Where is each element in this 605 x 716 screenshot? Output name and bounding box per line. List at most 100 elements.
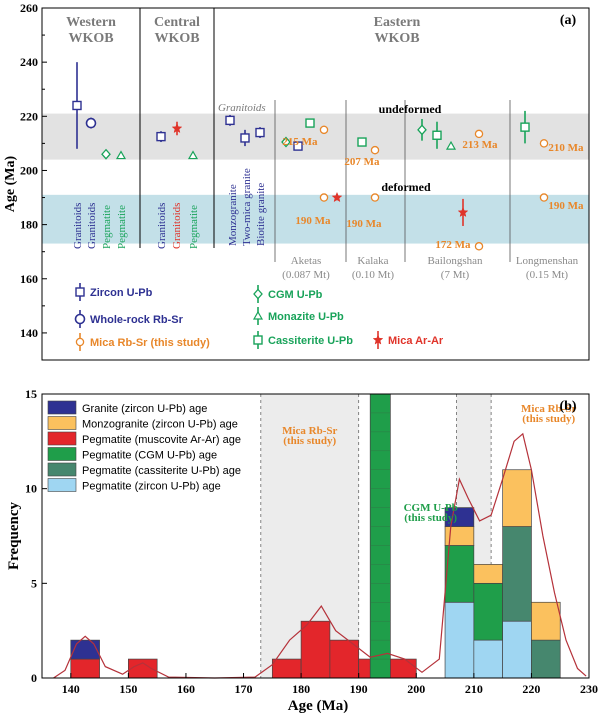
data-point-micarbsr [539,139,549,148]
x-tick-label: 190 [350,682,368,696]
y-tick-label: 200 [20,163,38,177]
y-tick-label: 5 [31,576,37,590]
column-label: Pegmatite [188,205,200,249]
histogram-bar-segment [502,469,532,527]
panel-a-y-axis: 140 160 180 200 220 240 260 [20,1,47,340]
legend-swatch [47,447,77,461]
panel-a-label: (a) [560,13,577,28]
panel-b-xlabel: Age (Ma) [288,698,348,714]
data-point-zircon [225,115,235,126]
deposit-longmenshan-name: Longmenshan [516,255,579,267]
data-label: 210 Ma [548,142,584,154]
region-western-sub: WKOB [68,31,113,46]
mica-band-label: Mica Rb-Sr [282,425,337,437]
panel-b-annotations: Mica Rb-Sr(this study)Mica Rb-Sr(this st… [282,403,576,524]
column-label: Two-mica granite [241,168,253,246]
region-central-sub: WKOB [154,31,199,46]
legend-label: CGM U-Pb [268,289,323,301]
panel-a-points: 215 Ma 190 Ma 207 Ma 190 Ma 213 Ma 172 Ma 210 … [72,62,584,251]
data-point-micarbsr [370,193,380,202]
legend-label: Pegmatite (zircon U-Pb) age [82,481,221,493]
y-tick-label: 140 [20,326,38,340]
data-label: 207 Ma [344,156,380,168]
data-point-zircon [156,131,166,142]
x-tick-label: 150 [119,682,137,696]
legend-label: Mica Rb-Sr (this study) [90,337,210,349]
histogram-bar-segment [502,620,532,679]
column-label: Granitoids [72,203,84,249]
data-label: 190 Ma [295,215,331,227]
data-point-monazite [445,140,457,150]
panel-b-label: (b) [559,399,576,414]
panel-b-legend: Granite (zircon U-Pb) age Monzogranite (z… [47,400,241,493]
panel-a-ylabel: Age (Ma) [3,155,18,212]
data-point-cass [305,118,315,128]
legend-marker-wholerock [74,313,86,325]
data-point-zircon [240,133,250,143]
column-label: Granitoids [171,203,183,249]
legend-label: Whole-rock Rb-Sr [90,314,184,326]
legend-marker-micarbsr [75,337,85,347]
deposit-kalaka-name: Kalaka [357,255,388,267]
x-tick-label: 160 [177,682,195,696]
panel-b: Mica Rb-Sr(this study)Mica Rb-Sr(this st… [6,387,598,714]
legend-label: Monzogranite (zircon U-Pb) age [82,419,238,431]
column-label: Granitoids [86,203,98,249]
data-point-monazite [187,150,199,160]
x-tick-label: 230 [580,682,598,696]
data-label: 215 Ma [282,136,318,148]
histogram-bar-segment [473,564,503,584]
deposit-bailongshan-size: (7 Mt) [441,269,470,281]
data-label: 190 Ma [346,218,382,230]
data-point-cgm [101,148,111,160]
histogram-bar-segment [531,639,561,679]
legend-label: Granite (zircon U-Pb) age [82,403,207,415]
y-tick-label: 0 [31,671,37,685]
panel-b-axes: 140 150 160 170 180 190 200 210 220 230 0 5 10 15 [25,387,598,696]
legend-label: Pegmatite (cassiterite U-Pb) age [82,465,241,477]
data-point-zircon [72,100,82,111]
histogram-bar-segment [387,658,417,679]
data-point-micarbsr [370,145,380,155]
x-tick-label: 170 [235,682,253,696]
histogram-bar-segment [502,526,532,622]
data-point-micarbsr [474,129,484,139]
kde-curve [53,432,587,679]
data-point-zircon [255,127,265,138]
legend-marker-cass [253,335,263,345]
legend-marker-monazite [252,310,264,320]
y-tick-label: 260 [20,1,38,15]
data-point-micarbsr [474,242,484,251]
histogram-bars [70,393,561,679]
legend-label: Cassiterite U-Pb [268,335,353,347]
legend-marker-zircon [75,287,85,297]
x-tick-label: 200 [407,682,425,696]
legend-swatch [47,462,77,477]
legend-label: Monazite U-Pb [268,311,344,323]
legend-label: Mica Ar-Ar [388,335,444,347]
legend-swatch [47,431,77,446]
y-tick-label: 240 [20,55,38,69]
deposit-longmenshan-size: (0.15 Mt) [526,269,569,281]
data-point-micarbsr [539,193,549,202]
histogram-bar-segment [473,582,503,641]
panel-a-legend: Zircon U-Pb Whole-rock Rb-Sr Mica Rb-Sr (t… [74,283,444,351]
data-point-micarbsr [319,193,329,202]
y-tick-label: 180 [20,218,38,232]
panel-b-frame [41,393,590,679]
undeformed-band [42,113,589,160]
data-point-micaarar [171,122,183,134]
x-tick-label: 140 [62,682,80,696]
data-point-micaarar [331,191,343,203]
column-labels: Granitoids Granitoids Pegmatite Pegmatit… [72,168,267,249]
histogram-bar-segment [271,658,302,679]
data-point-micarbsr [319,125,329,135]
deformed-label: deformed [381,180,431,194]
histogram-bar-segment [329,639,360,679]
panel-a: Western WKOB Central WKOB Eastern WKOB (… [3,1,590,361]
data-label: 172 Ma [435,239,471,251]
data-point-monazite [115,150,127,160]
deposit-aketas-size: (0.087 Mt) [282,269,330,281]
legend-swatch [47,416,77,430]
column-label: Granitoids [156,203,168,249]
